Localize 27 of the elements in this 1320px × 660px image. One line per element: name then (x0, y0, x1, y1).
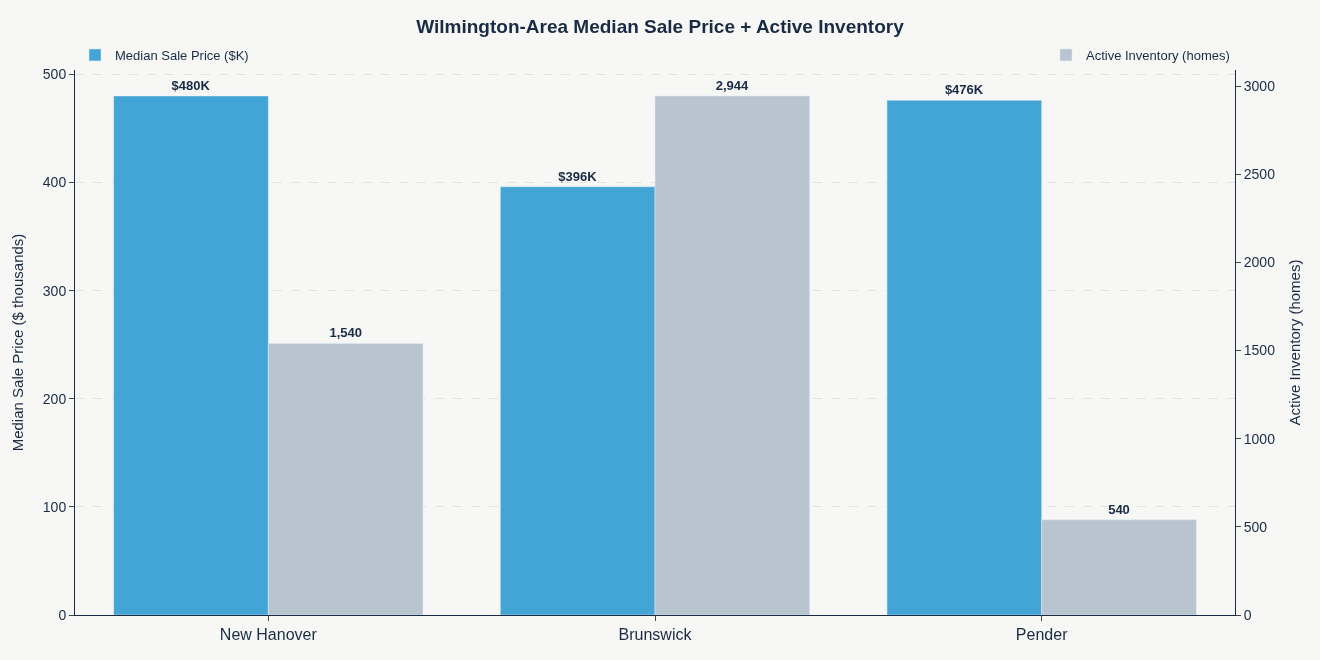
legend-label: Median Sale Price ($K) (115, 48, 249, 64)
data-label: 2,944 (715, 77, 749, 93)
y2-tick-label: 500 (1243, 518, 1268, 535)
y-tick-label: 300 (42, 282, 67, 299)
legend-label: Active Inventory (homes) (1086, 48, 1230, 64)
y-tick-label: 0 (58, 606, 67, 623)
y2-tick-label: 2000 (1243, 254, 1276, 271)
y2-tick-label: 1500 (1243, 342, 1276, 359)
data-label: 540 (1108, 501, 1130, 517)
y2-tick-label: 1000 (1243, 430, 1276, 447)
y2-tick-label: 3000 (1243, 77, 1276, 94)
y2-tick-label: 0 (1243, 606, 1252, 623)
data-label: $476K (944, 82, 984, 98)
y-tick-label: 400 (42, 174, 67, 191)
data-label: $396K (558, 168, 598, 184)
data-label: 1,540 (329, 325, 362, 341)
x-tick-label: New Hanover (219, 626, 318, 644)
x-tick-label: Pender (1015, 626, 1069, 644)
y2-axis-title: Active Inventory (homes) (1286, 259, 1304, 426)
data-label: $480K (171, 77, 211, 93)
y-tick-label: 500 (42, 66, 67, 83)
y-axis-title: Median Sale Price ($ thousands) (9, 233, 27, 452)
y-tick-label: 100 (42, 498, 67, 515)
y2-tick-label: 2500 (1243, 166, 1276, 183)
x-tick-label: Brunswick (618, 626, 693, 644)
y-tick-label: 200 (42, 390, 67, 407)
chart-title: Wilmington-Area Median Sale Price + Active Inventory (416, 16, 905, 38)
